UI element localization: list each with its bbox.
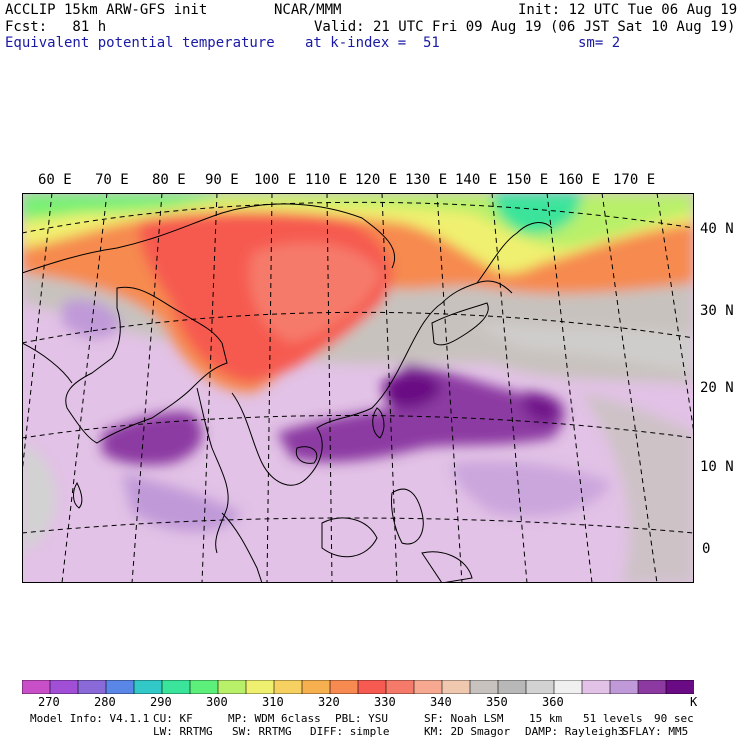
footer-item: PBL: YSU bbox=[335, 712, 388, 725]
valid-time: Valid: 21 UTC Fri 09 Aug 19 (06 JST Sat … bbox=[314, 19, 736, 35]
field-shading bbox=[22, 193, 694, 583]
lon-label: 130 E bbox=[405, 172, 448, 188]
colorbar-swatch bbox=[301, 680, 331, 694]
colorbar-swatch bbox=[385, 680, 415, 694]
colorbar-tick-label: 350 bbox=[486, 695, 508, 709]
footer-item: CU: KF bbox=[153, 712, 193, 725]
colorbar-tick-label: 300 bbox=[206, 695, 228, 709]
forecast-hour: Fcst: 81 h bbox=[5, 19, 107, 35]
footer-item: Model Info: V4.1.1 bbox=[30, 712, 150, 725]
footer-item: SF: Noah LSM bbox=[424, 712, 504, 725]
lon-label: 140 E bbox=[455, 172, 498, 188]
footer-item: DAMP: Rayleigh3 bbox=[525, 725, 625, 738]
map-frame bbox=[22, 193, 694, 583]
colorbar-swatch bbox=[22, 680, 51, 694]
colorbar bbox=[22, 680, 694, 694]
colorbar-swatch bbox=[245, 680, 275, 694]
footer-item: 51 levels bbox=[583, 712, 643, 725]
colorbar-swatch bbox=[189, 680, 219, 694]
lon-label: 120 E bbox=[355, 172, 398, 188]
footer-item: DIFF: simple bbox=[310, 725, 390, 738]
colorbar-swatch bbox=[133, 680, 163, 694]
footer-item: MP: WDM 6class bbox=[228, 712, 321, 725]
init-time: Init: 12 UTC Tue 06 Aug 19 bbox=[518, 2, 738, 18]
lon-label: 60 E bbox=[38, 172, 72, 188]
lon-label: 100 E bbox=[254, 172, 297, 188]
colorbar-tick-label: 280 bbox=[94, 695, 116, 709]
lat-label: 20 N bbox=[700, 380, 734, 396]
colorbar-swatch bbox=[329, 680, 359, 694]
graticule bbox=[22, 193, 694, 583]
model-title: ACCLIP 15km ARW-GFS init bbox=[5, 2, 208, 18]
footer-item: KM: 2D Smagor bbox=[424, 725, 511, 738]
colorbar-tick-label: 360 bbox=[542, 695, 564, 709]
footer-item: SW: RRTMG bbox=[232, 725, 292, 738]
colorbar-swatch bbox=[413, 680, 443, 694]
colorbar-swatch bbox=[497, 680, 527, 694]
org-label: NCAR/MMM bbox=[274, 2, 342, 18]
theta-e-map bbox=[22, 193, 694, 583]
colorbar-unit: K bbox=[690, 695, 698, 709]
lon-label: 170 E bbox=[613, 172, 656, 188]
level-info: at k-index = 51 bbox=[305, 35, 440, 51]
colorbar-swatch bbox=[77, 680, 107, 694]
lon-label: 70 E bbox=[95, 172, 129, 188]
colorbar-tick-label: 320 bbox=[318, 695, 340, 709]
colorbar-swatch bbox=[581, 680, 611, 694]
colorbar-swatch bbox=[525, 680, 555, 694]
lat-label: 0 bbox=[702, 541, 711, 557]
colorbar-swatch bbox=[357, 680, 387, 694]
lon-label: 90 E bbox=[205, 172, 239, 188]
colorbar-swatch bbox=[273, 680, 303, 694]
field-name: Equivalent potential temperature bbox=[5, 35, 275, 51]
colorbar-tick-label: 290 bbox=[150, 695, 172, 709]
colorbar-swatch bbox=[217, 680, 247, 694]
colorbar-tick-label: 270 bbox=[38, 695, 60, 709]
lon-label: 80 E bbox=[152, 172, 186, 188]
colorbar-tick-label: 340 bbox=[430, 695, 452, 709]
footer-item: 90 sec bbox=[654, 712, 694, 725]
colorbar-tick-label: 330 bbox=[374, 695, 396, 709]
colorbar-swatch bbox=[469, 680, 499, 694]
colorbar-swatch bbox=[49, 680, 79, 694]
colorbar-swatch bbox=[609, 680, 639, 694]
lat-label: 10 N bbox=[700, 459, 734, 475]
lat-label: 40 N bbox=[700, 221, 734, 237]
lon-label: 160 E bbox=[558, 172, 601, 188]
colorbar-swatch bbox=[665, 680, 694, 694]
lat-label: 30 N bbox=[700, 303, 734, 319]
coastlines bbox=[22, 203, 553, 583]
lon-label: 110 E bbox=[305, 172, 348, 188]
colorbar-swatch bbox=[105, 680, 135, 694]
lon-label: 150 E bbox=[506, 172, 549, 188]
footer-item: LW: RRTMG bbox=[153, 725, 213, 738]
footer-item: 15 km bbox=[529, 712, 563, 725]
colorbar-tick-label: 310 bbox=[262, 695, 284, 709]
colorbar-swatch bbox=[553, 680, 583, 694]
colorbar-swatch bbox=[637, 680, 667, 694]
colorbar-swatch bbox=[161, 680, 191, 694]
footer-item: SFLAY: MM5 bbox=[622, 725, 689, 738]
smoothing-info: sm= 2 bbox=[578, 35, 621, 51]
colorbar-swatch bbox=[441, 680, 471, 694]
